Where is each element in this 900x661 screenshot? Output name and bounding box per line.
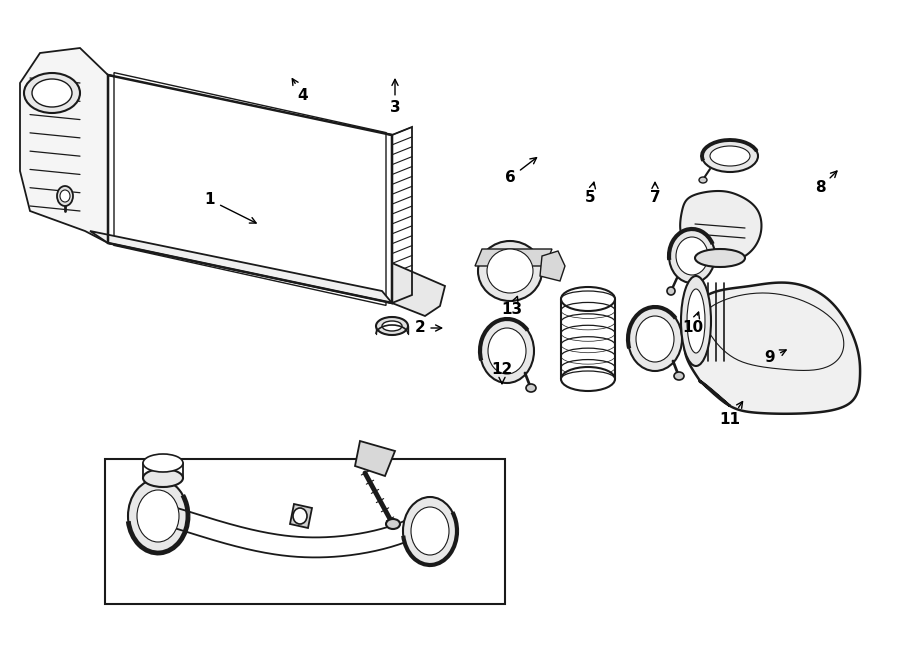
Text: 2: 2 xyxy=(415,321,442,336)
Polygon shape xyxy=(684,282,860,414)
Text: 7: 7 xyxy=(650,182,661,206)
Polygon shape xyxy=(680,191,761,262)
Ellipse shape xyxy=(636,316,674,362)
Ellipse shape xyxy=(128,479,188,553)
Ellipse shape xyxy=(628,307,682,371)
Polygon shape xyxy=(475,249,552,266)
Text: 3: 3 xyxy=(390,79,400,116)
Ellipse shape xyxy=(137,490,179,542)
Ellipse shape xyxy=(702,140,758,172)
Text: 6: 6 xyxy=(505,157,536,186)
Ellipse shape xyxy=(681,276,711,366)
Ellipse shape xyxy=(24,73,80,113)
Ellipse shape xyxy=(669,229,715,283)
Ellipse shape xyxy=(60,190,70,202)
Polygon shape xyxy=(90,231,392,303)
Ellipse shape xyxy=(376,317,408,335)
Ellipse shape xyxy=(526,384,536,392)
Ellipse shape xyxy=(403,497,457,565)
Ellipse shape xyxy=(386,519,400,529)
Text: 5: 5 xyxy=(585,182,596,206)
Ellipse shape xyxy=(480,319,534,383)
Bar xyxy=(105,459,505,604)
Polygon shape xyxy=(392,263,445,316)
Text: 12: 12 xyxy=(491,362,513,383)
Ellipse shape xyxy=(143,469,183,487)
Polygon shape xyxy=(20,48,108,243)
Polygon shape xyxy=(290,504,312,528)
Ellipse shape xyxy=(143,454,183,472)
Ellipse shape xyxy=(667,287,675,295)
Polygon shape xyxy=(108,75,392,303)
Text: 9: 9 xyxy=(765,350,786,366)
Ellipse shape xyxy=(695,249,745,267)
Text: 8: 8 xyxy=(814,171,837,196)
Ellipse shape xyxy=(488,328,526,374)
Ellipse shape xyxy=(411,507,449,555)
Polygon shape xyxy=(114,73,386,305)
Text: 13: 13 xyxy=(501,296,523,317)
Ellipse shape xyxy=(687,289,705,353)
Ellipse shape xyxy=(487,249,533,293)
Polygon shape xyxy=(540,251,565,281)
Text: 4: 4 xyxy=(292,79,309,104)
Ellipse shape xyxy=(478,241,542,301)
Text: 1: 1 xyxy=(205,192,256,223)
Ellipse shape xyxy=(57,186,73,206)
Ellipse shape xyxy=(32,79,72,107)
Ellipse shape xyxy=(676,237,708,275)
Ellipse shape xyxy=(710,146,750,166)
Text: 10: 10 xyxy=(682,312,704,336)
Text: 11: 11 xyxy=(719,402,742,428)
Ellipse shape xyxy=(382,321,402,331)
Ellipse shape xyxy=(699,177,707,183)
Ellipse shape xyxy=(561,287,615,311)
Ellipse shape xyxy=(561,367,615,391)
Ellipse shape xyxy=(293,508,307,524)
Polygon shape xyxy=(355,441,395,476)
Ellipse shape xyxy=(674,372,684,380)
